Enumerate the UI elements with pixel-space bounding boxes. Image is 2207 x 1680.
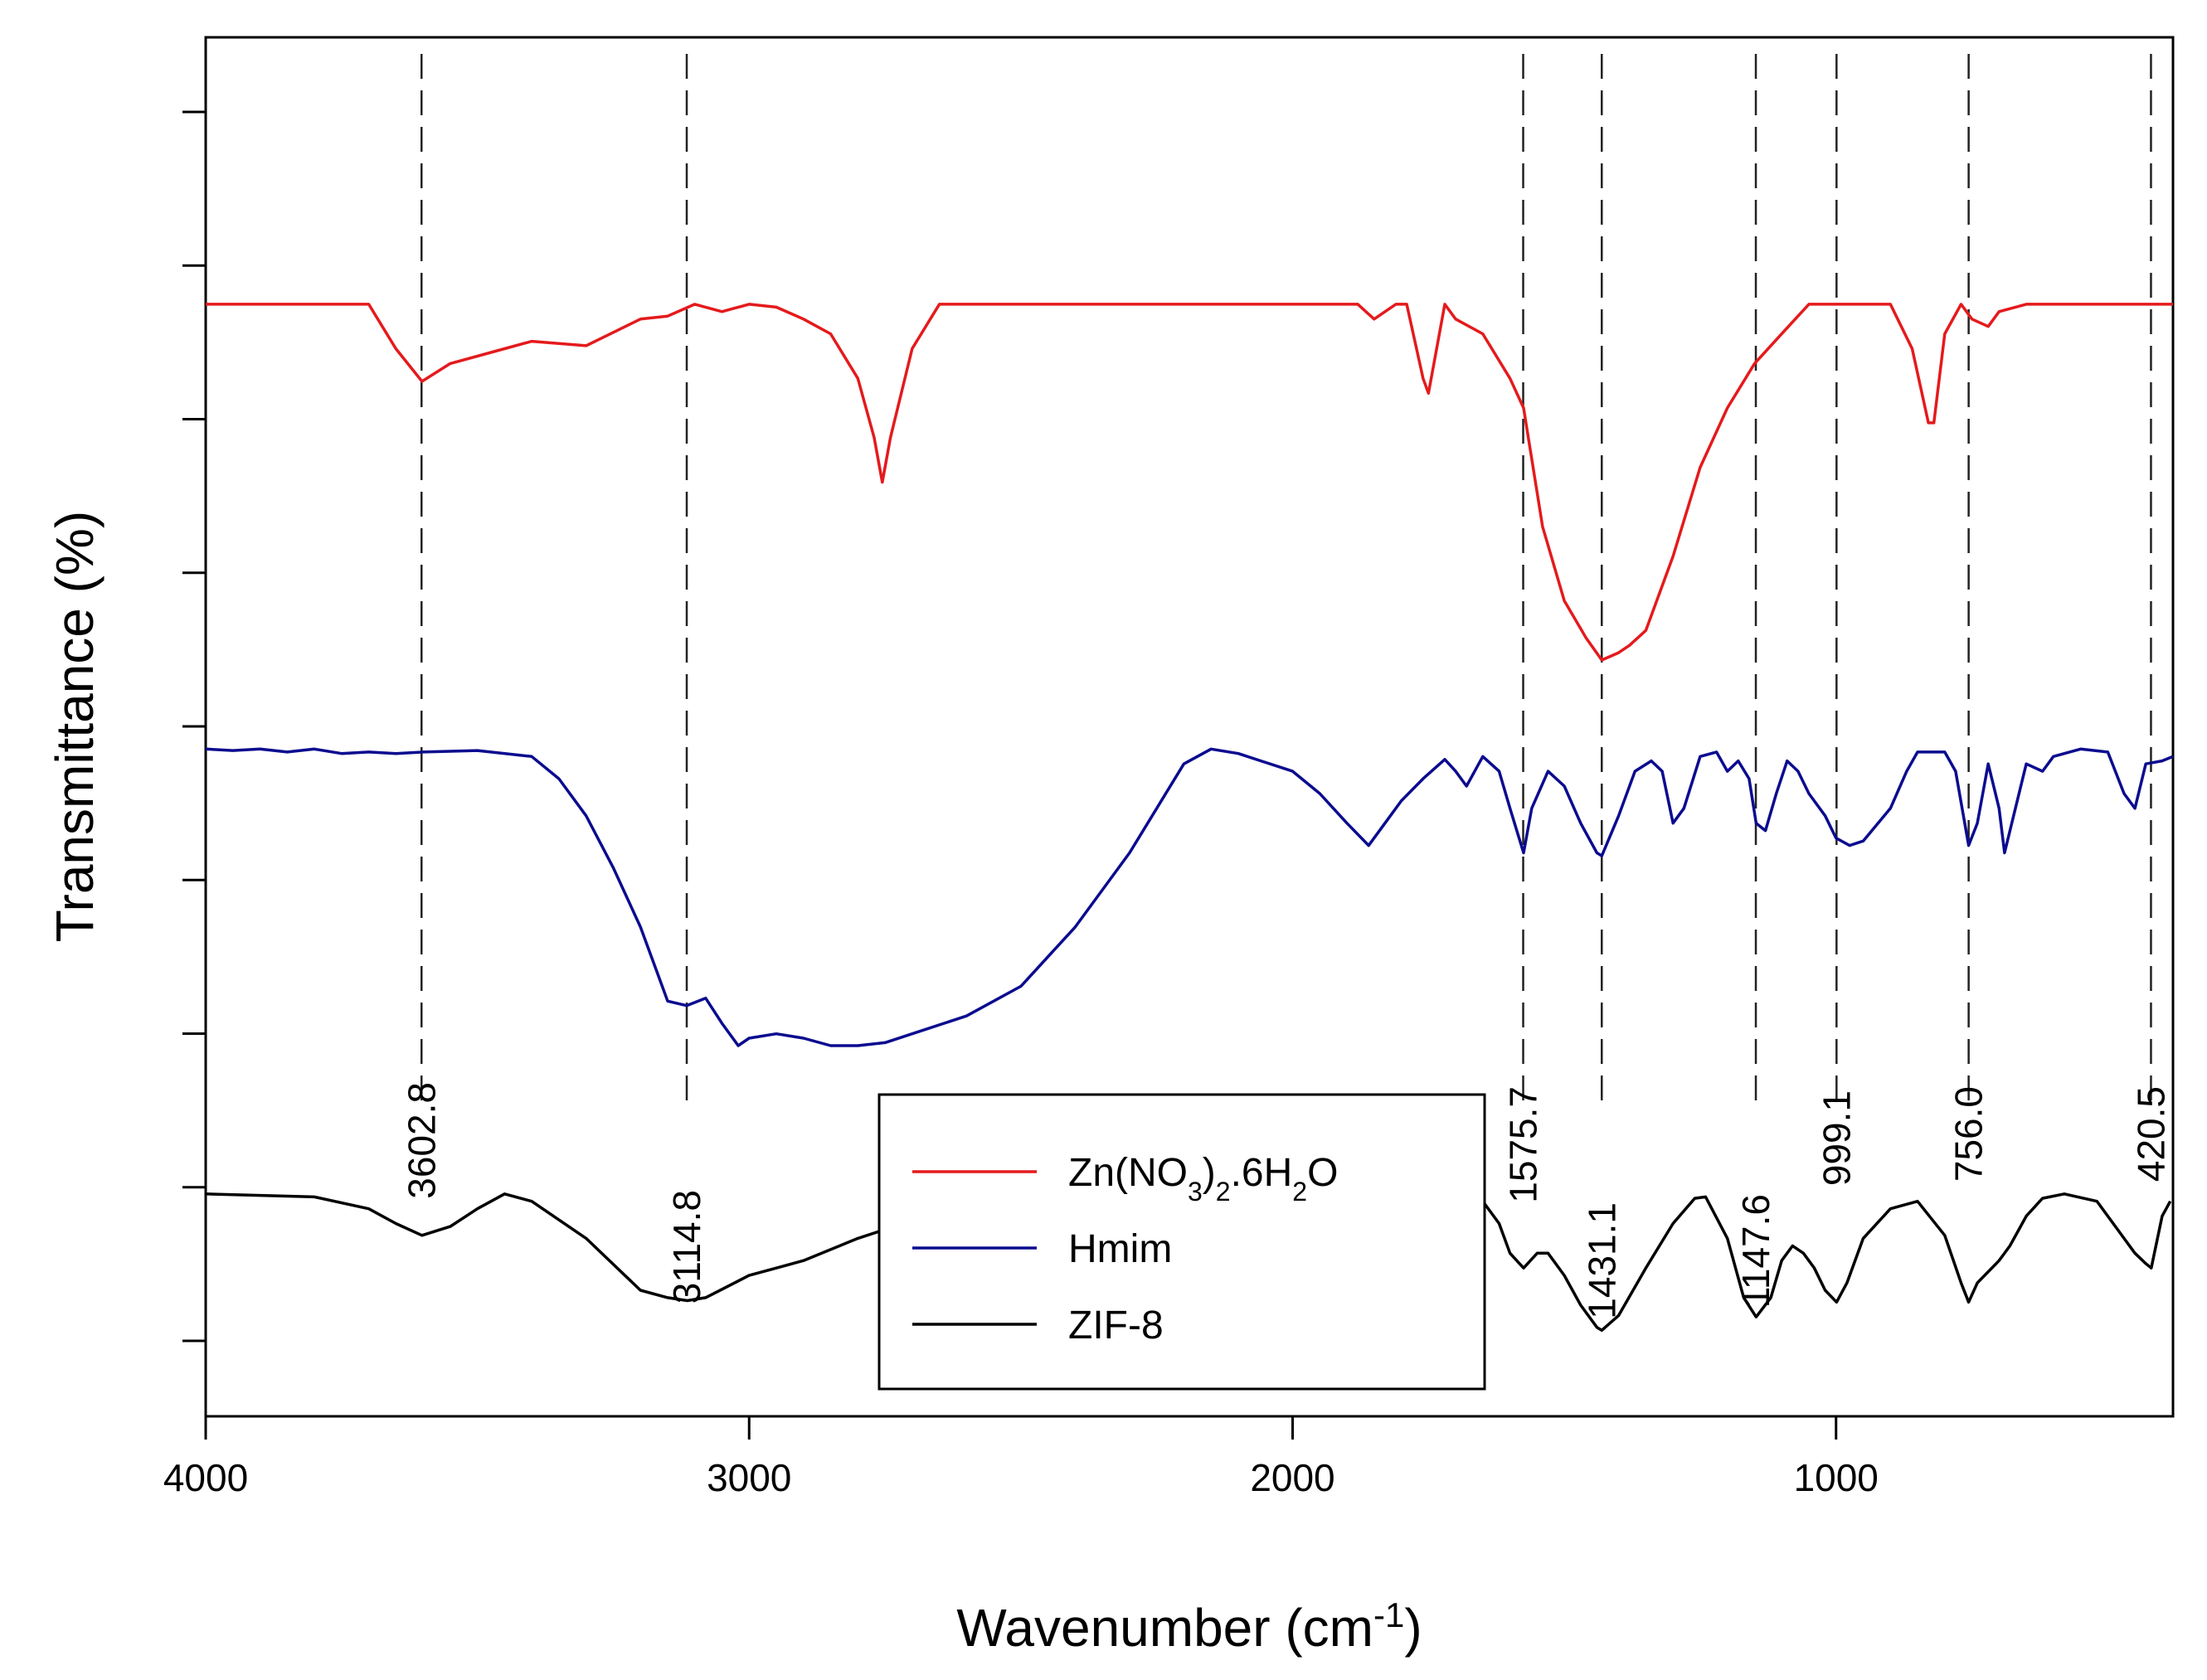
x-axis-unit-base: cm [1303,1598,1373,1658]
y-axis-title: Transmittance (%) [45,511,105,942]
legend-label-2-part-0: ZIF-8 [1068,1304,1164,1347]
legend-label-0: Zn(NO3)2.6H2O [1068,1151,1338,1207]
peak-marker-labels: 3602.8 3114.8 1575.7 1431.1 1147.6 999.1 756.0… [400,1082,2172,1319]
x-tick-label-0: 4000 [163,1456,248,1499]
peak-label-2: 1575.7 [1502,1086,1545,1203]
series-line-2 [205,1189,2172,1333]
y-axis-ticks [182,110,206,1343]
legend-frame [877,1093,1486,1391]
legend-label-0-part-5: 2 [1292,1177,1307,1207]
peak-label-3: 1431.1 [1580,1202,1623,1319]
peak-label-5: 999.1 [1815,1090,1858,1186]
peak-label-1: 3114.8 [665,1190,708,1304]
peak-label-4: 1147.6 [1734,1194,1777,1308]
peak-marker-lines [420,54,2152,1111]
legend-label-0-part-2: ) [1203,1151,1216,1195]
x-tick-label-1: 3000 [707,1456,791,1499]
x-axis-ticks: 4000 3000 2000 1000 [163,1416,1879,1499]
x-axis-title: Wavenumber (cm-1) [956,1595,1422,1658]
peak-label-6: 756.0 [1947,1086,1991,1182]
legend-label-2: ZIF-8 [1068,1304,1164,1347]
legend-label-0-part-6: O [1307,1151,1338,1195]
x-axis-unit-exponent: -1 [1373,1595,1404,1634]
series-line-1 [205,747,2174,1047]
series-line-0 [206,303,2173,662]
x-tick-label-3: 1000 [1794,1456,1879,1499]
peak-label-0: 3602.8 [400,1082,443,1199]
legend-label-0-part-4: .6H [1231,1151,1293,1195]
x-tick-label-2: 2000 [1250,1456,1334,1499]
legend-label-1: Hmim [1068,1227,1172,1271]
legend-label-0-part-3: 2 [1216,1177,1231,1207]
series-lines [205,303,2174,1333]
legend-label-0-part-1: 3 [1188,1177,1203,1207]
legend-label-0-part-0: Zn(NO [1068,1151,1188,1195]
legend-label-1-part-0: Hmim [1068,1227,1172,1271]
peak-label-7: 420.5 [2130,1086,2173,1182]
